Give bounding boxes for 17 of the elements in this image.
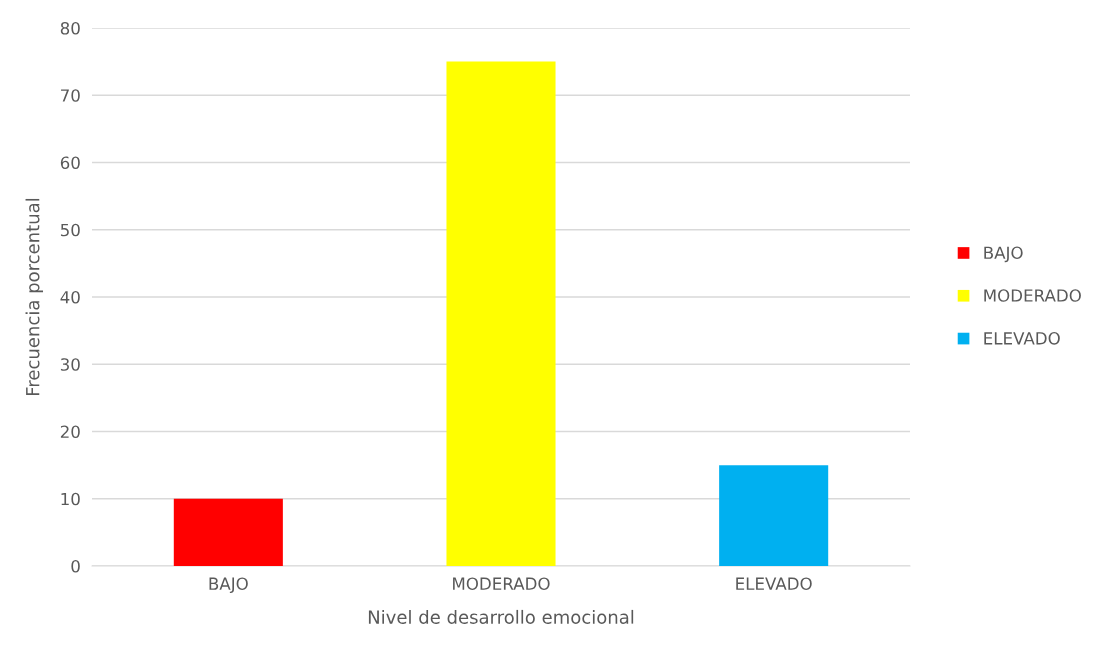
legend-label: MODERADO <box>984 289 1081 302</box>
x-tick-label: BAJO <box>209 577 248 594</box>
y-tick-label: 0 <box>71 559 80 573</box>
y-axis-title: Frecuencia porcentual <box>25 198 44 395</box>
y-tick-label: 70 <box>61 89 80 102</box>
legend-label: BAJO <box>984 246 1023 263</box>
x-axis-title: Nivel de desarrollo emocional <box>368 609 634 624</box>
y-tick-label: 60 <box>60 156 80 170</box>
y-tick-label: 30 <box>60 358 80 371</box>
y-tick-label: 80 <box>60 21 80 35</box>
legend-label: ELEVADO <box>984 332 1060 345</box>
y-tick-label: 10 <box>61 492 80 506</box>
x-tick-label: ELEVADO <box>736 577 812 591</box>
y-tick-label: 50 <box>60 223 80 237</box>
y-tick-label: 20 <box>60 425 80 439</box>
x-tick-label: MODERADO <box>453 577 550 591</box>
y-tick-label: 40 <box>60 290 80 304</box>
